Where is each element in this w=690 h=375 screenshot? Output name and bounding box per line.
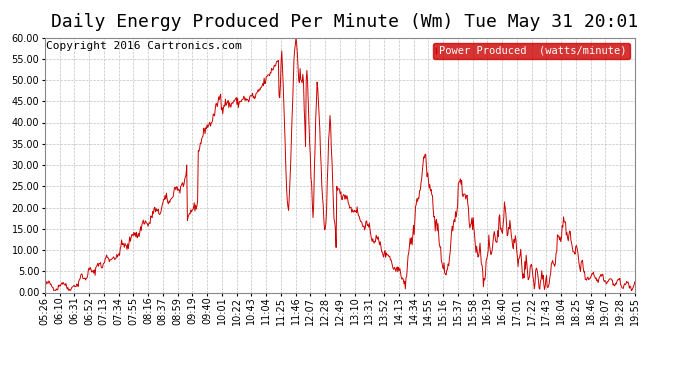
Text: Copyright 2016 Cartronics.com: Copyright 2016 Cartronics.com: [46, 41, 242, 51]
Text: Daily Energy Produced Per Minute (Wm) Tue May 31 20:01: Daily Energy Produced Per Minute (Wm) Tu…: [51, 13, 639, 31]
Legend: Power Produced  (watts/minute): Power Produced (watts/minute): [433, 43, 629, 59]
